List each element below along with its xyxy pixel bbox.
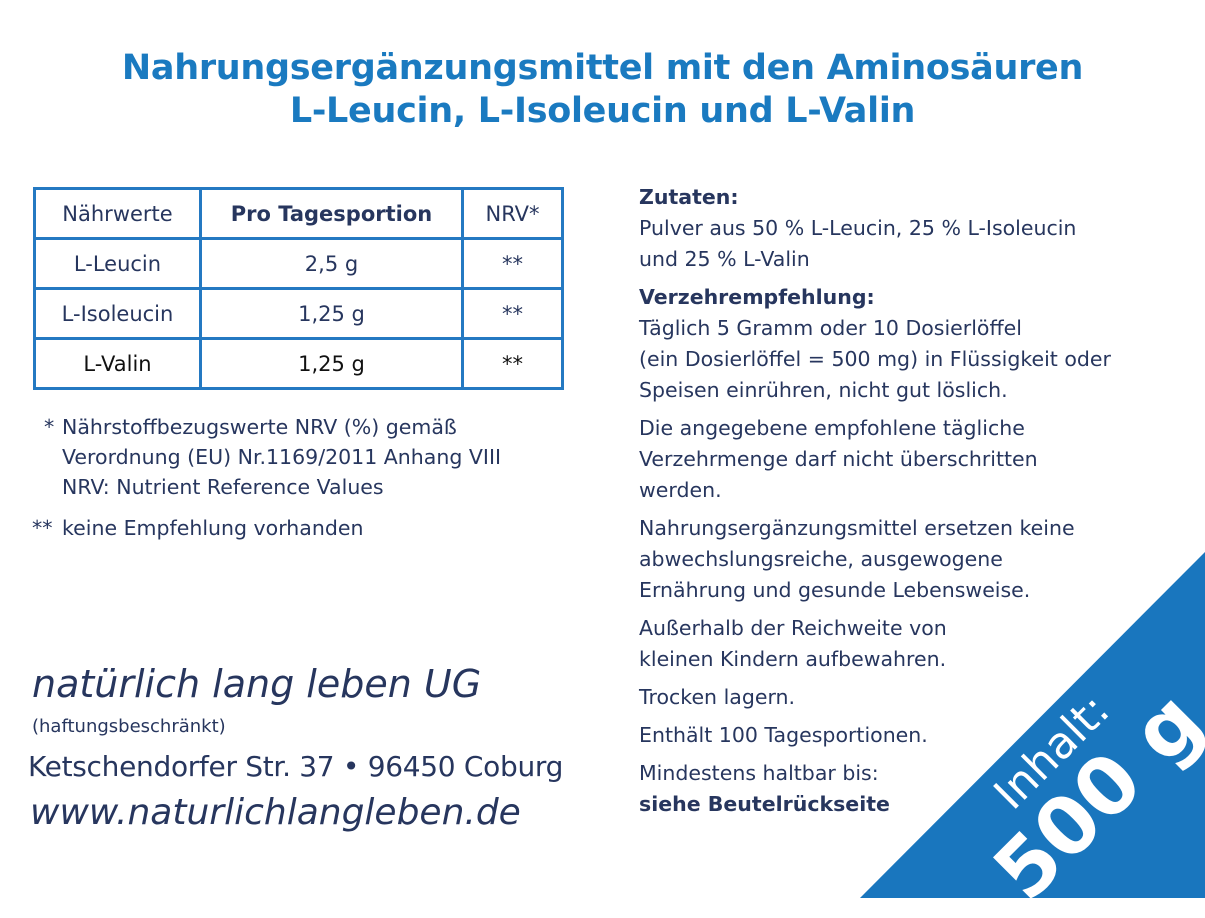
company-legal: (haftungsbeschränkt)	[32, 716, 226, 737]
info-line: Enthält 100 Tagesportionen.	[639, 723, 928, 747]
info-line: Verzehrmenge darf nicht überschritten	[639, 447, 1038, 471]
info-line: werden.	[639, 478, 722, 502]
cell: **	[461, 287, 564, 340]
info-line: und 25 % L-Valin	[639, 247, 810, 271]
info-line: Die angegebene empfohlene tägliche	[639, 416, 1025, 440]
info-line: Speisen einrühren, nicht gut löslich.	[639, 378, 1008, 402]
info-line: Trocken lagern.	[639, 685, 796, 709]
company-website: www.naturlichlangleben.de	[30, 792, 521, 833]
cell: 1,25 g	[199, 337, 464, 390]
info-line: Pulver aus 50 % L-Leucin, 25 % L-Isoleuc…	[639, 216, 1077, 240]
title-line: Nahrungsergänzungsmittel mit den Aminosä…	[121, 48, 1084, 88]
page: Produktetikett html, body { margin: 0; p…	[28, 48, 1205, 898]
info-line: (ein Dosierlöffel = 500 mg) in Flüssigke…	[639, 347, 1111, 371]
info-line: kleinen Kindern aufbewahren.	[639, 647, 947, 671]
info-line: Mindestens haltbar bis:	[639, 761, 879, 785]
table-row: L-Leucin 2,5 g **	[33, 237, 564, 290]
cell: **	[461, 237, 564, 290]
table-header: Nährwerte Pro Tagesportion NRV*	[33, 187, 564, 240]
cell: L-Leucin	[33, 237, 202, 290]
info-line: Täglich 5 Gramm oder 10 Dosierlöffel	[639, 316, 1022, 340]
title-line: L-Leucin, L-Isoleucin und L-Valin	[289, 91, 916, 131]
info-line: abwechslungsreiche, ausgewogene	[639, 547, 1003, 571]
footnote-mark: **	[32, 516, 53, 540]
header-cell: Nährwerte	[33, 187, 202, 240]
info-line: Ernährung und gesunde Lebensweise.	[639, 578, 1031, 602]
footnote-line: keine Empfehlung vorhanden	[62, 516, 364, 540]
footnote-line: NRV: Nutrient Reference Values	[62, 475, 384, 499]
table-row: L-Valin 1,25 g **	[33, 337, 564, 390]
footnote-line: Nährstoffbezugswerte NRV (%) gemäß	[62, 415, 457, 439]
info-line: Außerhalb der Reichweite von	[639, 616, 947, 640]
table-row: L-Isoleucin 1,25 g **	[33, 287, 564, 340]
info-emphasis: siehe Beutelrückseite	[639, 792, 890, 816]
footnote-mark: *	[44, 415, 55, 439]
label: {"title": ["Nahrungsergänzungsmittel mit…	[28, 48, 1205, 898]
header-cell: NRV*	[461, 187, 564, 240]
cell: L-Valin	[33, 337, 202, 390]
footnote-line: Verordnung (EU) Nr.1169/2011 Anhang VIII	[62, 445, 502, 469]
cell: L-Isoleucin	[33, 287, 202, 340]
cell: **	[461, 337, 564, 390]
info-heading: Zutaten:	[639, 185, 739, 209]
company-name: natürlich lang leben UG	[32, 662, 482, 706]
cell: 2,5 g	[199, 237, 464, 290]
company-address: Ketschendorfer Str. 37 • 96450 Coburg	[28, 750, 564, 783]
info-line: Nahrungsergänzungsmittel ersetzen keine	[639, 516, 1075, 540]
badge-triangle	[860, 552, 1205, 898]
header-cell: Pro Tagesportion	[199, 187, 464, 240]
cell: 1,25 g	[199, 287, 464, 340]
badge-shape	[860, 552, 1205, 898]
info-heading: Verzehrempfehlung:	[639, 285, 875, 309]
nutrition-table: Nährwerte Pro Tagesportion NRV* L-Leucin…	[33, 187, 564, 390]
